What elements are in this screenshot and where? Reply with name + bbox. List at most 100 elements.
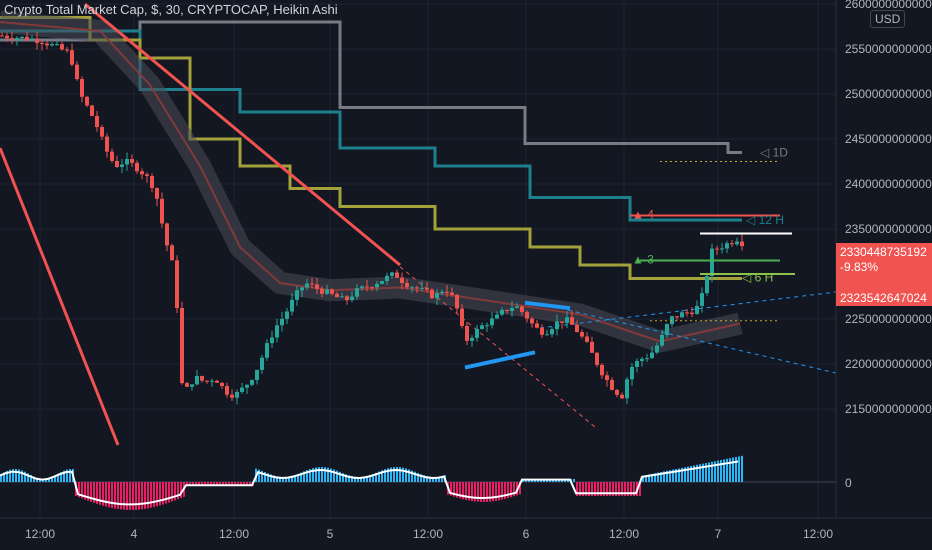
candle-body: [560, 321, 564, 323]
candle-body: [350, 296, 354, 300]
candle-body: [620, 394, 624, 399]
osc-bar: [363, 476, 365, 482]
osc-bar: [69, 469, 71, 482]
candle-body: [495, 314, 499, 319]
candle-body: [400, 277, 404, 283]
osc-bar: [351, 476, 353, 482]
candle-body: [15, 38, 19, 40]
osc-bar: [36, 477, 38, 482]
osc-bar: [204, 482, 206, 486]
candle-body: [455, 294, 459, 309]
y-tick-label: 2450000000000: [845, 132, 932, 146]
osc-bar: [219, 482, 221, 486]
candle-body: [500, 309, 504, 315]
candle-body: [505, 309, 509, 311]
osc-bar: [324, 467, 326, 482]
osc-bar: [669, 470, 671, 482]
osc-bar: [618, 482, 620, 496]
osc-bar: [663, 471, 665, 482]
osc-bar: [243, 482, 245, 486]
candle-body: [570, 317, 574, 325]
candle-body: [550, 329, 554, 335]
osc-bar: [63, 470, 65, 482]
osc-bar: [432, 476, 434, 482]
candle-body: [90, 105, 94, 116]
osc-bar: [21, 470, 23, 482]
osc-bar: [723, 459, 725, 482]
osc-bar: [411, 470, 413, 482]
osc-bar: [297, 473, 299, 482]
osc-bar: [594, 482, 596, 496]
candle-body: [650, 352, 654, 359]
x-tick-label: 5: [327, 527, 334, 541]
osc-bar: [150, 482, 152, 508]
label-1d: ◁ 1D: [760, 146, 788, 160]
label-12h: ◁ 12 H: [746, 213, 784, 227]
candle-body: [280, 318, 284, 326]
osc-bar: [702, 463, 704, 482]
osc-bar: [189, 482, 191, 486]
osc-bar: [153, 482, 155, 508]
osc-bar: [147, 482, 149, 509]
osc-bar: [171, 482, 173, 502]
candle-body: [5, 35, 9, 39]
osc-bar: [606, 482, 608, 496]
osc-bar: [33, 476, 35, 482]
osc-bar: [480, 482, 482, 502]
osc-bar: [270, 474, 272, 482]
osc-bar: [141, 482, 143, 510]
candle-body: [670, 316, 674, 325]
candle-body: [295, 290, 299, 300]
osc-bar: [504, 482, 506, 499]
candle-body: [110, 151, 114, 161]
osc-bar: [312, 468, 314, 482]
candle-body: [300, 287, 304, 291]
osc-bar: [366, 475, 368, 482]
candle-body: [230, 394, 234, 398]
osc-bar: [234, 482, 236, 486]
candle-body: [210, 380, 214, 382]
candle-body: [100, 127, 104, 137]
candle-body: [150, 175, 154, 188]
candle-body: [365, 286, 369, 288]
osc-bar: [267, 473, 269, 482]
candle-body: [545, 334, 549, 336]
osc-bar: [198, 482, 200, 486]
osc-bar: [159, 482, 161, 506]
candle-body: [115, 160, 119, 167]
x-tick-label: 6: [523, 527, 530, 541]
candle-body: [530, 318, 534, 324]
currency-badge[interactable]: USD: [870, 10, 906, 28]
osc-bar: [231, 482, 233, 486]
osc-bar: [342, 473, 344, 482]
osc-bar: [120, 482, 122, 510]
osc-bar: [462, 482, 464, 500]
osc-bar: [402, 467, 404, 482]
osc-bar: [645, 475, 647, 482]
candle-body: [410, 287, 414, 289]
label-4: ▲ 4: [632, 208, 654, 222]
candle-body: [700, 293, 704, 306]
osc-bar: [495, 482, 497, 501]
candle-body: [30, 38, 34, 41]
osc-bar: [81, 482, 83, 499]
candle-body: [660, 334, 664, 346]
osc-bar: [201, 482, 203, 486]
candle-body: [0, 35, 4, 37]
candle-body: [595, 352, 599, 365]
candle-body: [520, 306, 524, 313]
osc-bar: [285, 476, 287, 482]
osc-bar: [186, 482, 188, 486]
candle-body: [130, 159, 134, 163]
osc-bar: [228, 482, 230, 486]
candle-body: [265, 343, 269, 358]
x-axis[interactable]: 12:00 4 12:00 5 12:00 6 12:00 7 12:00: [0, 517, 932, 541]
osc-bar: [309, 469, 311, 482]
osc-bar: [627, 482, 629, 496]
candle-body: [310, 283, 314, 285]
candle-body: [740, 241, 744, 247]
osc-bar: [597, 482, 599, 496]
candle-body: [190, 384, 194, 387]
osc-bar: [726, 458, 728, 482]
